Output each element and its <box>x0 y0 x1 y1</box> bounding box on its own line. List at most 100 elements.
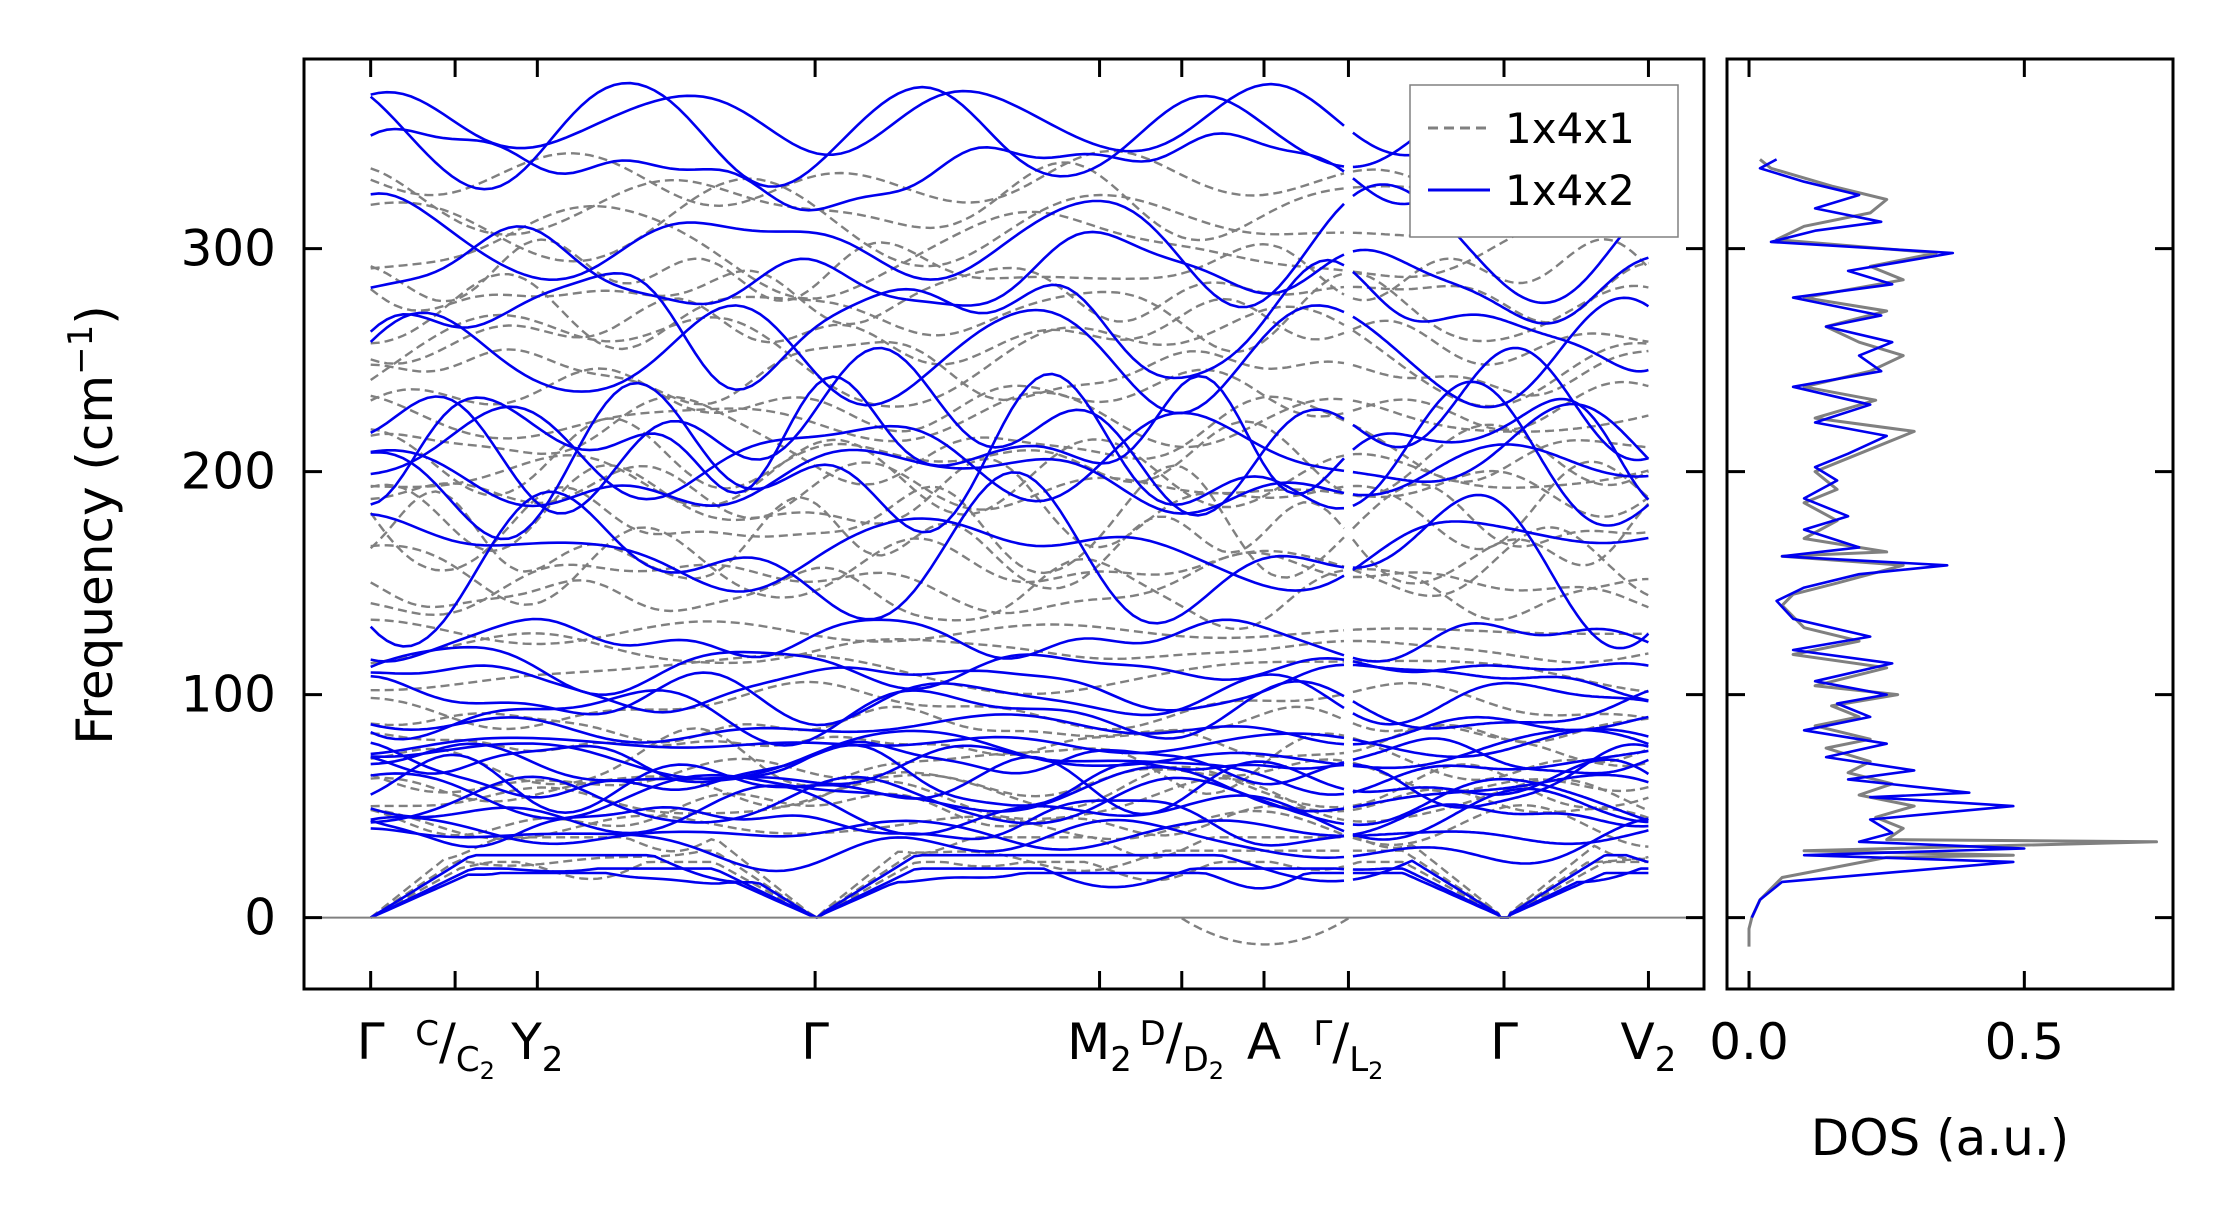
band-line-1x4x2 <box>370 784 1345 836</box>
band-line-1x4x1 <box>370 305 1345 408</box>
band-line-1x4x2 <box>370 374 1345 506</box>
band-line-1x4x2 <box>1352 663 1649 702</box>
band-line-1x4x2 <box>1352 829 1649 846</box>
band-line-1x4x1 <box>370 161 1345 242</box>
band-line-1x4x1 <box>1352 567 1649 621</box>
band-line-1x4x2 <box>1352 380 1650 527</box>
band-line-1x4x1 <box>369 464 1345 579</box>
band-line-1x4x2 <box>1352 397 1650 501</box>
band-line-1x4x2 <box>1352 493 1650 650</box>
band-line-1x4x1 <box>1352 202 1649 279</box>
band-line-1x4x2 <box>370 742 1345 796</box>
band-line-1x4x2 <box>370 346 1345 517</box>
band-line-1x4x2 <box>370 729 1345 781</box>
y-tick-label: 100 <box>181 666 276 724</box>
dos-x-tick-label: 0.5 <box>1985 1013 2065 1071</box>
band-line-1x4x2 <box>1352 248 1649 325</box>
band-y-ticks: 0 100 200 300 <box>181 220 1704 947</box>
band-line-1x4x1 <box>1352 627 1649 635</box>
band-line-1x4x2 <box>1352 743 1649 809</box>
band-line-1x4x1 <box>1352 261 1649 324</box>
dos-panel: 0.0 0.5 DOS (a.u.) <box>1709 57 2175 1167</box>
legend-label-1x4x1: 1x4x1 <box>1505 104 1635 153</box>
dos-ticks: 0.0 0.5 <box>1709 59 2173 1071</box>
band-line-1x4x1 <box>1352 681 1649 720</box>
band-line-1x4x1 <box>1352 423 1650 498</box>
band-line-1x4x2 <box>1352 749 1649 794</box>
band-line-1x4x1 <box>370 557 1345 631</box>
band-line-1x4x2 <box>1352 817 1649 865</box>
band-line-1x4x1 <box>370 204 1345 300</box>
band-line-1x4x2 <box>370 818 1345 873</box>
dos-x-tick-label: 0.0 <box>1709 1013 1789 1071</box>
band-line-1x4x1 <box>1352 788 1649 820</box>
band-line-1x4x1 <box>370 618 1345 646</box>
y-tick-label: 0 <box>244 889 276 947</box>
band-line-1x4x2 <box>1352 681 1649 726</box>
band-line-1x4x2 <box>370 225 1345 307</box>
band-line-1x4x2 <box>370 82 1345 156</box>
band-line-1x4x2 <box>370 679 1345 747</box>
band-line-1x4x2 <box>370 405 1345 503</box>
band-line-1x4x1 <box>369 490 1345 590</box>
dos-line-1x4x2 <box>1750 158 2026 919</box>
x-tick-label: Γ/L2 <box>1313 1013 1383 1085</box>
legend-frame <box>1409 84 1679 238</box>
band-line-1x4x2 <box>1352 853 1649 919</box>
band-line-1x4x2 <box>370 867 1345 920</box>
band-line-1x4x1 <box>1352 319 1649 366</box>
band-line-1x4x1 <box>370 705 1345 744</box>
band-line-1x4x1 <box>1352 763 1649 809</box>
x-tick-label: Γ <box>801 1013 829 1071</box>
band-line-1x4x1 <box>370 551 1345 617</box>
band-line-1x4x1 <box>1352 571 1649 609</box>
band-line-1x4x2 <box>370 127 1345 212</box>
x-tick-label: Y2 <box>510 1013 563 1080</box>
band-line-1x4x2 <box>370 192 1345 309</box>
band-x-ticks: Γ C/C2 Y2 Γ M2D/D2 A Γ/L2 Γ V2 <box>357 59 1676 1085</box>
dos-curves <box>1747 158 2158 947</box>
band-line-1x4x2 <box>1352 270 1649 373</box>
x-tick-label: Γ <box>1490 1013 1518 1071</box>
band-line-1x4x2 <box>369 258 1345 392</box>
dos-x-axis-title: DOS (a.u.) <box>1811 1109 2070 1167</box>
band-line-1x4x1 <box>370 340 1345 406</box>
band-line-1x4x2 <box>1352 803 1649 836</box>
band-line-1x4x1 <box>370 297 1345 366</box>
band-line-1x4x2 <box>1352 621 1649 663</box>
band-line-1x4x1 <box>1352 460 1650 551</box>
band-line-1x4x2 <box>1352 402 1650 484</box>
band-line-1x4x2 <box>370 853 1345 920</box>
band-line-1x4x2 <box>1352 660 1649 674</box>
band-line-1x4x1 <box>1352 526 1649 598</box>
legend: 1x4x1 1x4x2 <box>1409 84 1679 238</box>
band-line-1x4x2 <box>370 617 1345 663</box>
band-line-1x4x1 <box>1352 185 1649 226</box>
y-tick-label: 300 <box>181 220 276 278</box>
band-line-1x4x1 <box>1352 860 1649 919</box>
band-line-1x4x2 <box>1352 773 1649 809</box>
band-line-1x4x1 <box>1352 724 1649 764</box>
band-line-1x4x1 <box>370 727 1345 796</box>
band-line-1x4x1 <box>1352 238 1650 302</box>
band-line-1x4x2 <box>370 765 1345 820</box>
band-line-1x4x2 <box>1352 728 1649 770</box>
band-line-1x4x2 <box>1352 787 1649 841</box>
band-line-1x4x1 <box>1352 469 1650 518</box>
band-line-1x4x1 <box>369 836 1344 920</box>
band-line-1x4x1 <box>369 266 1345 326</box>
band-line-1x4x2 <box>370 372 1345 541</box>
band-line-1x4x2 <box>370 448 1345 515</box>
legend-label-1x4x2: 1x4x2 <box>1505 166 1635 215</box>
band-line-1x4x1 <box>1352 761 1649 793</box>
band-curves <box>369 81 1650 946</box>
band-line-1x4x2 <box>1352 715 1649 746</box>
band-line-1x4x2 <box>370 775 1345 826</box>
band-line-1x4x2 <box>370 753 1345 816</box>
band-line-1x4x2 <box>370 645 1345 697</box>
band-line-1x4x2 <box>370 815 1345 851</box>
band-line-1x4x2 <box>1352 443 1649 497</box>
band-line-1x4x1 <box>1352 736 1649 781</box>
band-line-1x4x2 <box>1352 689 1649 730</box>
band-line-1x4x1 <box>370 177 1345 268</box>
